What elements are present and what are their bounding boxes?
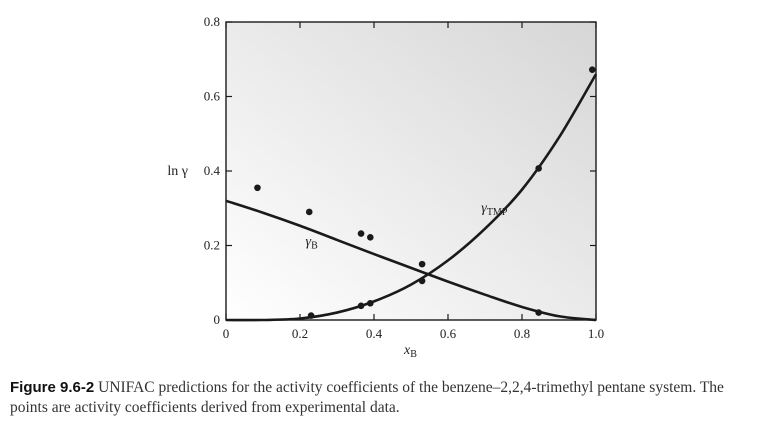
curve-gamma-tmp-label-sub: TMP [487,207,508,218]
plot-background [226,22,596,320]
x-tick-label: 0.2 [292,326,308,341]
x-tick-label: 0.8 [514,326,530,341]
data-point [589,66,596,73]
data-points [254,66,596,319]
curve-gamma-b-label-sub: B [311,241,318,252]
data-point [418,260,426,268]
y-tick-label: 0 [214,312,221,327]
figure-caption: Figure 9.6-2 UNIFAC predictions for the … [10,378,760,418]
y-tick-label: 0.2 [204,238,220,253]
y-tick-label: 0.4 [204,163,221,178]
curve-gamma-b [225,199,597,322]
data-point [357,230,365,237]
data-point [418,277,426,285]
x-tick-label: 1.0 [588,326,604,341]
data-point [367,299,374,307]
chart: 0 0.2 0.4 0.6 0.8 1.000.20.40.60.8ln γxBγBγTM… [167,14,604,360]
data-point [307,312,315,319]
y-tick-label: 0.6 [204,89,221,104]
caption-label: Figure 9.6-2 [10,379,95,396]
y-axis-label: ln γ [167,164,188,179]
data-point [535,309,542,316]
data-point [535,165,542,172]
caption-text: UNIFAC predictions for the activity coef… [10,379,724,416]
data-point [357,302,365,310]
data-point [254,184,261,192]
plot-frame [225,21,597,321]
x-axis-label-sub: B [410,349,417,360]
x-tick-label: 0.6 [440,326,457,341]
y-tick-label: 0.8 [204,14,220,29]
data-point [367,234,374,241]
x-tick-label: 0.4 [366,326,383,341]
data-point [305,208,313,216]
x-tick-label: 0 [223,326,230,341]
x-axis-label: xB [403,343,417,360]
